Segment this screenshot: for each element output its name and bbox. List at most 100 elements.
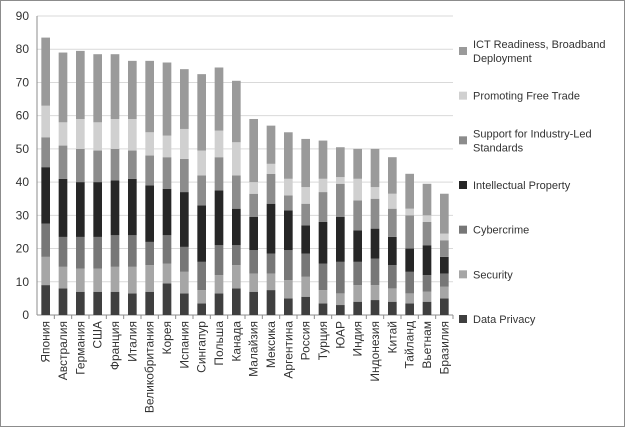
bar-segment — [214, 275, 224, 294]
bar-segment — [249, 291, 258, 315]
bar-segment — [440, 273, 449, 287]
bar-segment — [301, 253, 310, 277]
bar-segment — [162, 235, 172, 264]
bar-segment — [93, 291, 102, 315]
x-tick-label: Индия — [351, 321, 365, 356]
x-tick-label: Испания — [177, 321, 191, 369]
bar-segment — [266, 125, 276, 164]
bar-segment — [249, 193, 258, 217]
bar-segment — [284, 178, 293, 196]
x-tick-label: Корея — [160, 321, 174, 355]
bar-segment — [405, 208, 414, 216]
bar-segment — [110, 266, 120, 292]
x-tick-label: Малайзия — [247, 321, 261, 377]
bar-segment — [110, 235, 120, 267]
bar-segment — [301, 225, 310, 254]
x-tick-label: Вьетнам — [420, 321, 434, 369]
y-tick-label: 80 — [16, 42, 30, 56]
bar-segment — [232, 142, 241, 176]
y-tick-label: 90 — [16, 9, 30, 23]
bar-segment — [266, 290, 276, 315]
bar-segment — [422, 301, 432, 315]
bar-segment — [214, 130, 224, 158]
bar-segment — [353, 285, 362, 302]
bar-segment — [214, 245, 224, 276]
legend-swatch — [459, 315, 467, 323]
bar-segment — [145, 60, 154, 133]
bar-segment — [145, 241, 154, 266]
bar-segment — [318, 263, 328, 291]
bar-segment — [76, 148, 85, 183]
bar-segment — [336, 183, 345, 217]
bar-segment — [422, 215, 432, 222]
bar-segment — [41, 256, 50, 286]
bar-segment — [76, 236, 85, 269]
bar-segment — [214, 190, 224, 246]
bar-segment — [162, 135, 172, 158]
legend-swatch — [459, 181, 467, 189]
bar-segment — [284, 250, 293, 281]
bar-segment — [145, 132, 154, 156]
bar-segment — [318, 303, 328, 315]
bar-segment — [336, 293, 345, 306]
bar-segment — [128, 118, 137, 151]
x-tick-label: Канада — [229, 321, 243, 362]
bar-segment — [370, 187, 380, 199]
bar-segment — [162, 263, 172, 284]
bar-segment — [162, 188, 172, 236]
bar-segment — [58, 122, 68, 146]
bar-segment — [180, 128, 189, 159]
bar-segment — [266, 253, 276, 274]
bar-segment — [93, 236, 102, 269]
bar-segment — [388, 301, 397, 315]
bar-segment — [353, 301, 362, 315]
bar-segment — [249, 118, 258, 183]
x-tick-label: ЮАР — [333, 321, 347, 349]
bar-segment — [284, 298, 293, 315]
bar-segment — [301, 187, 310, 204]
bar-segment — [353, 148, 362, 179]
legend-label: Cybercrime — [473, 225, 529, 237]
bar-segment — [180, 293, 189, 315]
bar-segment — [301, 276, 310, 297]
bar-segment — [110, 148, 120, 181]
bar-segment — [249, 216, 258, 251]
bar-segment — [266, 203, 276, 254]
bar-segment — [145, 185, 154, 242]
bar-segment — [128, 235, 137, 267]
bar-segment — [370, 300, 380, 315]
y-tick-label: 30 — [16, 208, 30, 222]
x-tick-label: Сингапур — [195, 321, 209, 373]
bar-segment — [422, 221, 432, 246]
x-tick-label: Аргентина — [281, 321, 295, 379]
bar-segment — [266, 273, 276, 291]
bar-segment — [76, 118, 85, 149]
bar-segment — [180, 69, 189, 129]
x-tick-label: Франция — [108, 321, 122, 370]
bar-segment — [41, 167, 50, 224]
bar-segment — [353, 178, 362, 201]
bar-segment — [145, 265, 154, 292]
x-tick-label: Турция — [316, 321, 330, 360]
bar-segment — [405, 271, 414, 294]
bar-segment — [336, 177, 345, 184]
bar-segment — [110, 118, 120, 149]
legend-swatch — [459, 225, 467, 234]
bar-segment — [197, 303, 206, 315]
bar-segment — [41, 223, 50, 257]
bar-segment — [110, 54, 120, 119]
x-tick-label: Польша — [212, 321, 226, 366]
y-tick-label: 40 — [16, 175, 30, 189]
bar-segment — [110, 180, 120, 236]
bar-segment — [58, 236, 68, 267]
bar-segment — [58, 145, 68, 179]
bar-segment — [422, 291, 432, 302]
bar-segment — [405, 215, 414, 249]
bar-segment — [422, 245, 432, 276]
bar-segment — [76, 268, 85, 292]
bar-segment — [318, 221, 328, 264]
bar-segment — [370, 198, 380, 229]
bar-segment — [197, 261, 206, 291]
bar-segment — [249, 250, 258, 274]
